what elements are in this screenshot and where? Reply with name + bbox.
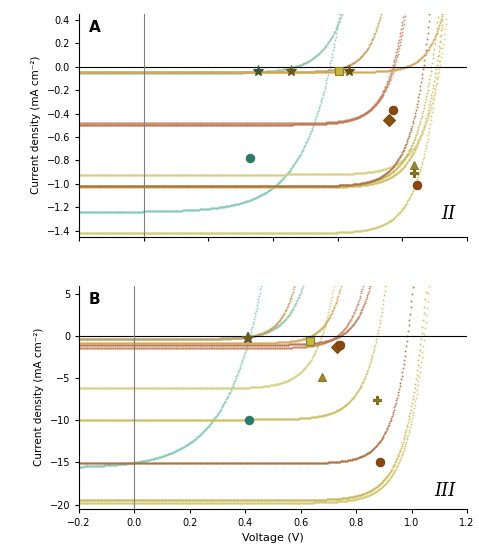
Text: A: A [89,20,101,35]
Y-axis label: Current density (mA cm⁻²): Current density (mA cm⁻²) [31,56,41,194]
Text: II: II [441,205,456,223]
Text: B: B [89,293,101,307]
Text: III: III [434,482,456,500]
Y-axis label: Current density (mA cm⁻²): Current density (mA cm⁻²) [34,328,44,466]
X-axis label: Voltage (V): Voltage (V) [242,534,304,543]
